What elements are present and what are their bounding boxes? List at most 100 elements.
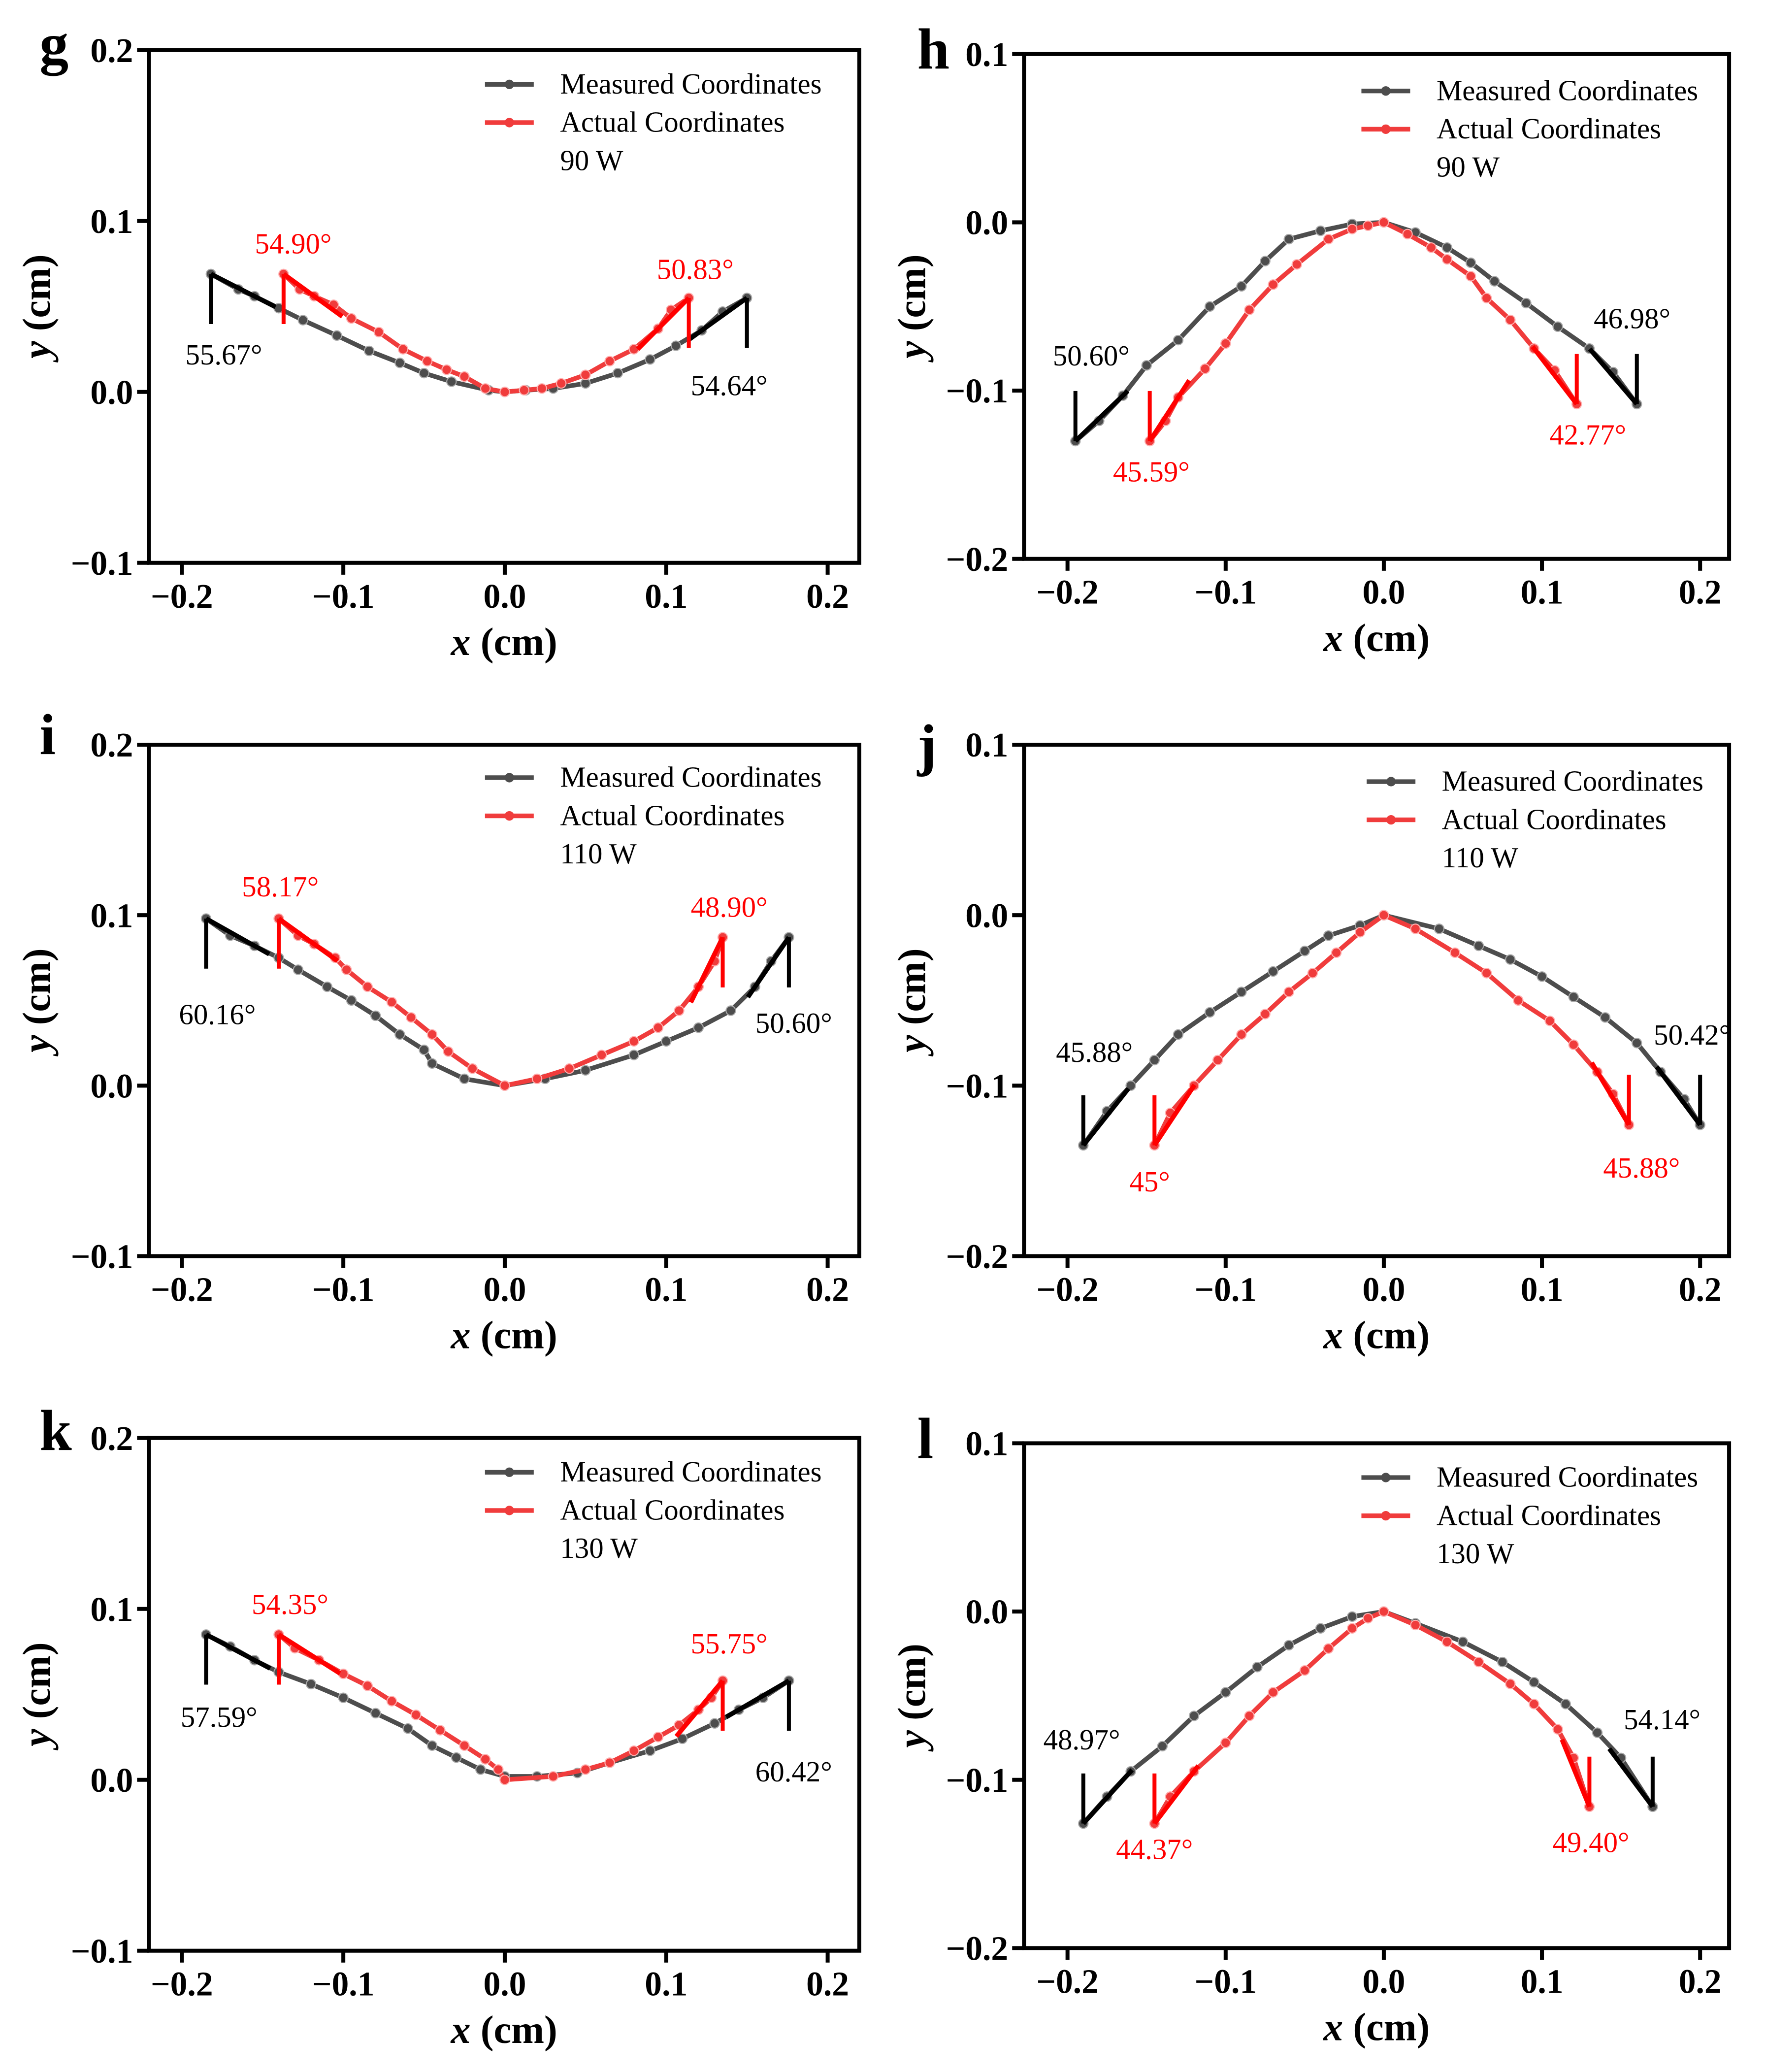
series-line-actual bbox=[277, 1633, 725, 1782]
angle-label: 48.90° bbox=[691, 891, 768, 923]
data-point-actual bbox=[556, 378, 567, 389]
power-condition-label: 130 W bbox=[1437, 1538, 1514, 1570]
angle-tangent-line bbox=[1588, 347, 1639, 406]
data-point-actual bbox=[346, 313, 357, 324]
angle-label: 42.77° bbox=[1549, 419, 1626, 451]
data-point-actual bbox=[1544, 1016, 1555, 1026]
y-tick-label: −0.1 bbox=[946, 1067, 1009, 1105]
legend-marker bbox=[504, 1506, 514, 1515]
angle-tangent-line bbox=[688, 936, 725, 1004]
angle-label: 50.42° bbox=[1654, 1019, 1731, 1051]
angle-tangent-line bbox=[1590, 1061, 1631, 1126]
x-axis-title: x (cm) bbox=[451, 2008, 557, 2052]
x-tick-label: 0.2 bbox=[1679, 1271, 1722, 1309]
angle-label: 54.14° bbox=[1624, 1704, 1701, 1736]
x-tick-label: 0.2 bbox=[1679, 1963, 1722, 2001]
data-point-measured bbox=[363, 345, 375, 357]
data-point-measured bbox=[1529, 1677, 1539, 1688]
panel-label: g bbox=[39, 12, 68, 76]
data-point-actual bbox=[1220, 1737, 1231, 1748]
data-point-actual bbox=[1268, 279, 1278, 290]
data-point-actual bbox=[1505, 1678, 1516, 1689]
data-point-measured bbox=[475, 1764, 486, 1775]
angle-label: 50.60° bbox=[1053, 340, 1130, 372]
data-point-actual bbox=[1346, 1623, 1358, 1634]
angle-label: 50.83° bbox=[657, 254, 734, 286]
angle-label: 60.16° bbox=[179, 999, 256, 1031]
data-point-measured bbox=[580, 1065, 591, 1076]
data-point-measured bbox=[693, 1022, 704, 1033]
y-axis-unit: (cm) bbox=[890, 948, 934, 1035]
data-point-measured bbox=[426, 1740, 438, 1751]
x-axis-unit: (cm) bbox=[471, 2008, 557, 2052]
x-axis-var: x bbox=[1323, 2006, 1343, 2049]
data-point-actual bbox=[1449, 947, 1461, 958]
y-axis-unit: (cm) bbox=[15, 948, 59, 1035]
panel-label: k bbox=[39, 1399, 72, 1463]
data-point-actual bbox=[1378, 1606, 1389, 1617]
data-point-actual bbox=[459, 1740, 470, 1751]
data-point-measured bbox=[1204, 1007, 1215, 1018]
data-point-actual bbox=[386, 997, 397, 1008]
data-point-measured bbox=[1600, 1012, 1611, 1023]
data-point-actual bbox=[1291, 259, 1303, 270]
angle-tangent-line bbox=[1152, 1084, 1197, 1147]
x-tick-label: 0.2 bbox=[806, 578, 849, 616]
data-point-actual bbox=[426, 1029, 438, 1040]
angle-tangent-line bbox=[282, 272, 344, 319]
data-point-measured bbox=[1560, 1699, 1571, 1710]
data-point-measured bbox=[661, 1036, 672, 1047]
y-axis-var: y bbox=[890, 341, 934, 363]
legend-marker bbox=[1381, 86, 1391, 96]
data-point-measured bbox=[370, 1010, 381, 1021]
y-axis-unit: (cm) bbox=[890, 254, 934, 341]
y-axis-var: y bbox=[890, 1035, 934, 1057]
angle-tangent-line bbox=[1147, 379, 1191, 443]
data-point-actual bbox=[1268, 1687, 1278, 1698]
data-point-measured bbox=[1149, 1054, 1160, 1066]
y-tick-label: 0.2 bbox=[90, 1420, 133, 1458]
legend-label: Measured Coordinates bbox=[1437, 1461, 1698, 1493]
data-point-actual bbox=[1465, 271, 1476, 282]
data-point-measured bbox=[1315, 1623, 1326, 1634]
angle-label: 45° bbox=[1129, 1166, 1170, 1198]
panel-label: h bbox=[917, 17, 949, 81]
data-point-actual bbox=[1331, 947, 1342, 958]
data-point-measured bbox=[1552, 321, 1563, 332]
data-point-actual bbox=[536, 383, 548, 394]
x-tick-label: 0.2 bbox=[806, 1966, 849, 2004]
y-tick-label: 0.0 bbox=[965, 1593, 1008, 1631]
data-point-actual bbox=[628, 344, 639, 355]
x-axis-var: x bbox=[451, 2008, 471, 2052]
data-point-measured bbox=[402, 1723, 413, 1734]
data-point-actual bbox=[1473, 1656, 1484, 1668]
panel-j: j−0.2 −0.1 0.0 0.1 0.2−0.2−0.10.00.1x (cm)y … bbox=[890, 713, 1732, 1357]
data-point-measured bbox=[346, 995, 357, 1006]
angle-tangent-line bbox=[636, 296, 690, 351]
data-point-actual bbox=[1260, 1009, 1271, 1020]
data-point-actual bbox=[1212, 1054, 1223, 1066]
series-line-actual bbox=[1152, 912, 1631, 1147]
legend-label: Actual Coordinates bbox=[560, 1494, 785, 1526]
data-point-measured bbox=[1268, 966, 1278, 977]
data-point-measured bbox=[1260, 256, 1271, 266]
y-tick-label: 0.1 bbox=[965, 726, 1008, 764]
data-point-measured bbox=[1489, 276, 1500, 287]
data-point-actual bbox=[1363, 220, 1374, 231]
angle-tangent-line bbox=[725, 1678, 790, 1719]
data-point-actual bbox=[531, 1073, 543, 1085]
data-point-actual bbox=[1426, 242, 1437, 253]
data-point-actual bbox=[1529, 1699, 1539, 1710]
y-axis-title: y (cm) bbox=[890, 254, 934, 363]
y-tick-label: 0.2 bbox=[90, 726, 133, 764]
angle-label: 55.67° bbox=[186, 339, 262, 371]
x-axis-var: x bbox=[451, 1314, 471, 1357]
data-point-measured bbox=[297, 315, 308, 326]
data-point-actual bbox=[1299, 1665, 1310, 1676]
x-tick-label: 0.0 bbox=[1362, 574, 1405, 612]
data-point-measured bbox=[1173, 334, 1184, 346]
data-point-actual bbox=[564, 1063, 575, 1074]
y-tick-label: −0.2 bbox=[946, 541, 1009, 579]
data-point-measured bbox=[419, 367, 429, 379]
